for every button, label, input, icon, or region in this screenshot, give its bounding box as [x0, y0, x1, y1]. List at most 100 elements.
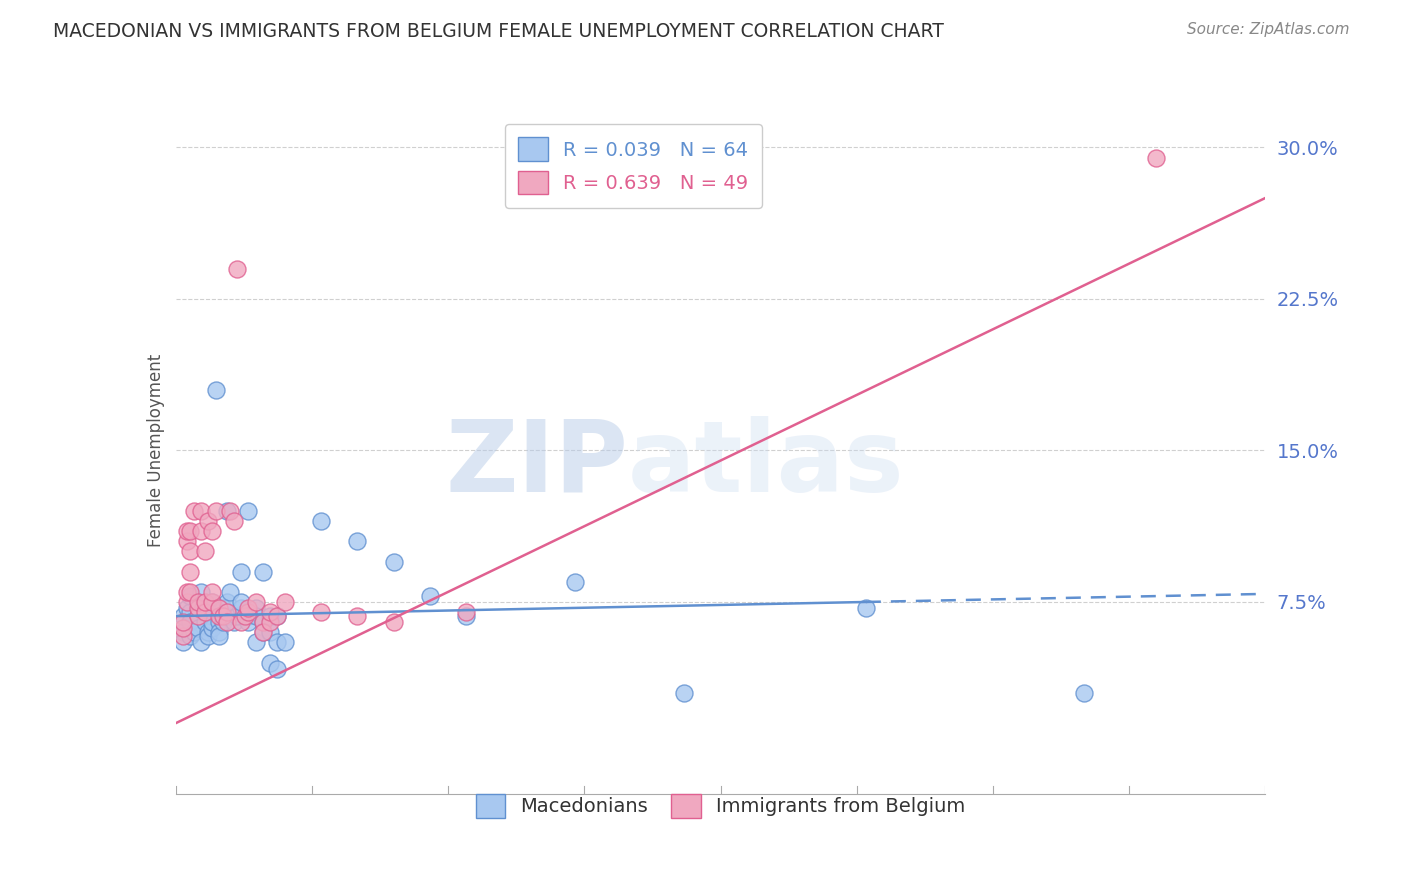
Point — [259, 605, 281, 619]
Point — [259, 609, 281, 624]
Point — [201, 615, 224, 630]
Point — [259, 625, 281, 640]
Point — [179, 605, 201, 619]
Point — [1146, 151, 1168, 165]
Point — [231, 601, 253, 615]
Point — [238, 601, 260, 615]
Point — [208, 615, 231, 630]
Point — [456, 605, 478, 619]
Point — [208, 605, 231, 619]
Point — [194, 605, 217, 619]
Point — [201, 524, 224, 539]
Point — [186, 609, 209, 624]
Point — [212, 601, 235, 615]
Point — [231, 615, 253, 630]
Point — [197, 625, 219, 640]
Point — [231, 565, 253, 579]
Point — [382, 555, 405, 569]
Point — [226, 261, 249, 276]
Point — [190, 585, 212, 599]
Point — [172, 615, 194, 630]
Point — [233, 609, 256, 624]
Point — [215, 504, 238, 518]
Point — [183, 625, 205, 640]
Point — [190, 635, 212, 649]
Point — [245, 635, 267, 649]
Point — [252, 615, 274, 630]
Point — [172, 621, 194, 635]
Point — [259, 615, 281, 630]
Point — [186, 595, 209, 609]
Point — [346, 534, 368, 549]
Point — [259, 656, 281, 670]
Point — [172, 609, 194, 624]
Point — [197, 514, 219, 528]
Point — [219, 504, 242, 518]
Point — [266, 662, 288, 676]
Point — [201, 585, 224, 599]
Point — [194, 605, 217, 619]
Point — [179, 524, 201, 539]
Point — [238, 605, 260, 619]
Point — [855, 601, 877, 615]
Point — [190, 524, 212, 539]
Point — [222, 615, 245, 630]
Point — [194, 544, 217, 558]
Point — [194, 615, 217, 630]
Point — [215, 605, 238, 619]
Y-axis label: Female Unemployment: Female Unemployment — [146, 354, 165, 547]
Point — [266, 635, 288, 649]
Point — [382, 615, 405, 630]
Point — [219, 585, 242, 599]
Point — [186, 595, 209, 609]
Point — [201, 595, 224, 609]
Point — [238, 615, 260, 630]
Point — [309, 605, 332, 619]
Point — [176, 585, 198, 599]
Point — [194, 595, 217, 609]
Point — [1073, 686, 1095, 700]
Point — [346, 609, 368, 624]
Point — [204, 383, 226, 397]
Point — [212, 615, 235, 630]
Point — [238, 609, 260, 624]
Point — [204, 504, 226, 518]
Point — [673, 686, 696, 700]
Point — [179, 629, 201, 643]
Point — [176, 534, 198, 549]
Point — [208, 629, 231, 643]
Point — [176, 524, 198, 539]
Point — [197, 629, 219, 643]
Text: atlas: atlas — [628, 416, 904, 513]
Text: ZIP: ZIP — [446, 416, 628, 513]
Point — [238, 504, 260, 518]
Point — [266, 609, 288, 624]
Point — [222, 514, 245, 528]
Point — [176, 595, 198, 609]
Point — [201, 609, 224, 624]
Point — [252, 625, 274, 640]
Point — [215, 595, 238, 609]
Point — [266, 609, 288, 624]
Point — [215, 609, 238, 624]
Point — [179, 565, 201, 579]
Point — [190, 504, 212, 518]
Point — [252, 625, 274, 640]
Text: Source: ZipAtlas.com: Source: ZipAtlas.com — [1187, 22, 1350, 37]
Point — [179, 544, 201, 558]
Point — [172, 625, 194, 640]
Point — [245, 601, 267, 615]
Point — [274, 595, 297, 609]
Point — [179, 585, 201, 599]
Point — [309, 514, 332, 528]
Legend: Macedonians, Immigrants from Belgium: Macedonians, Immigrants from Belgium — [468, 786, 973, 825]
Point — [197, 601, 219, 615]
Point — [186, 609, 209, 624]
Point — [215, 615, 238, 630]
Point — [208, 625, 231, 640]
Point — [201, 595, 224, 609]
Point — [252, 615, 274, 630]
Point — [172, 629, 194, 643]
Point — [419, 589, 441, 603]
Point — [226, 609, 249, 624]
